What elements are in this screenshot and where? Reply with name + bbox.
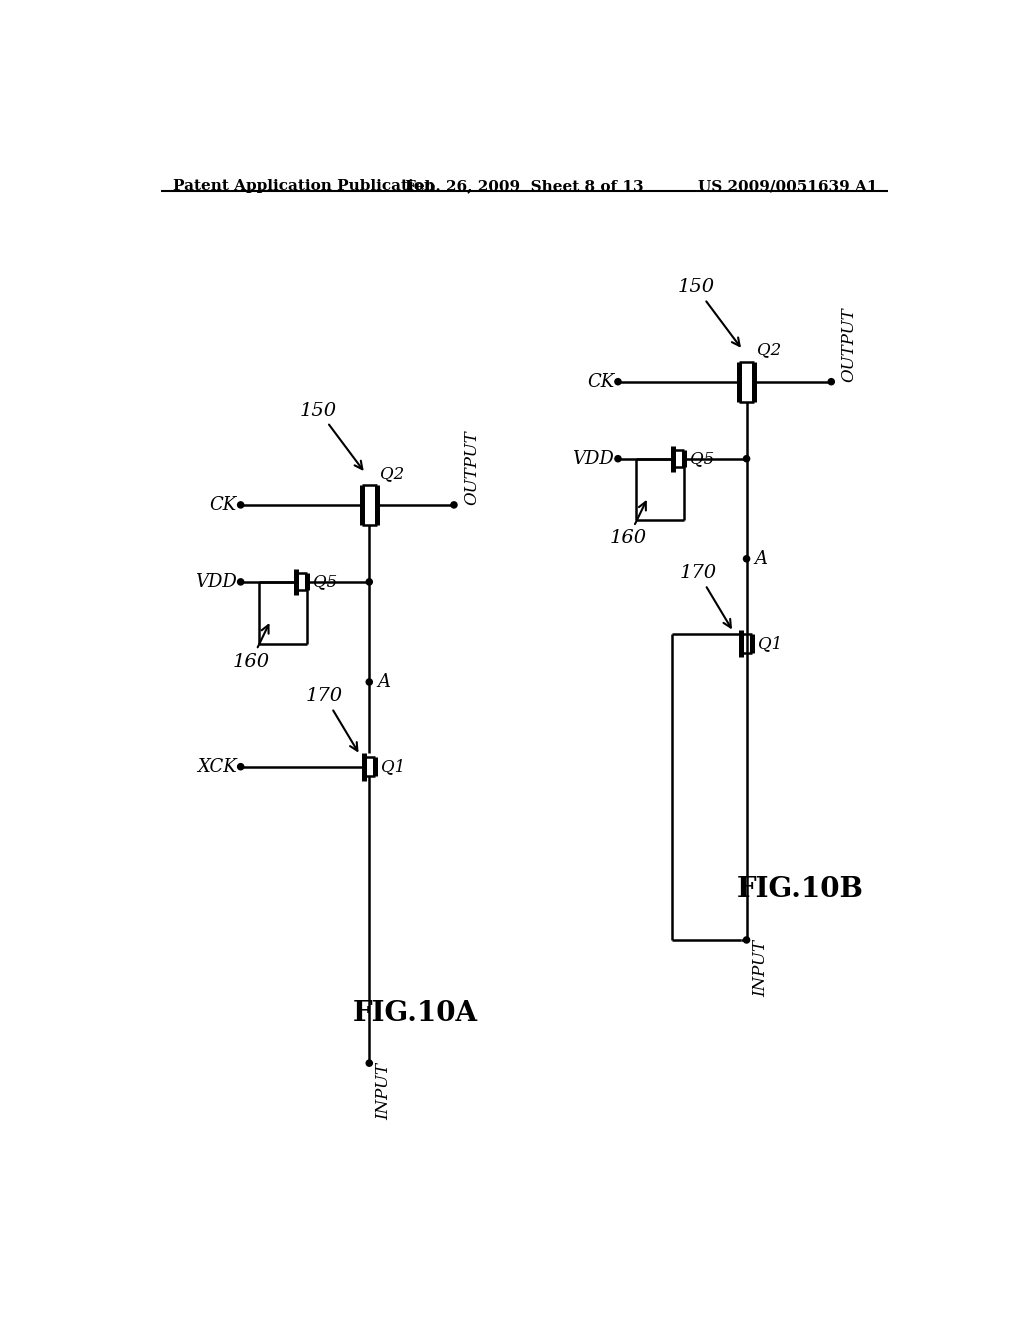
Text: INPUT: INPUT bbox=[753, 940, 770, 997]
Circle shape bbox=[828, 379, 835, 385]
Text: Q5: Q5 bbox=[690, 450, 715, 467]
Circle shape bbox=[743, 455, 750, 462]
Circle shape bbox=[367, 578, 373, 585]
Text: Q1: Q1 bbox=[758, 635, 782, 652]
Text: Patent Application Publication: Patent Application Publication bbox=[173, 180, 435, 193]
Text: Q1: Q1 bbox=[381, 758, 406, 775]
Circle shape bbox=[367, 1060, 373, 1067]
Circle shape bbox=[614, 455, 621, 462]
Text: OUTPUT: OUTPUT bbox=[841, 308, 857, 381]
Text: Q2: Q2 bbox=[758, 342, 781, 359]
Text: CK: CK bbox=[210, 496, 237, 513]
Text: CK: CK bbox=[587, 372, 614, 391]
Text: Feb. 26, 2009  Sheet 8 of 13: Feb. 26, 2009 Sheet 8 of 13 bbox=[406, 180, 644, 193]
Text: OUTPUT: OUTPUT bbox=[463, 430, 480, 506]
Text: 170: 170 bbox=[306, 688, 357, 751]
Text: 160: 160 bbox=[609, 502, 646, 548]
Text: VDD: VDD bbox=[195, 573, 237, 591]
Text: 150: 150 bbox=[677, 279, 739, 346]
Text: 170: 170 bbox=[680, 564, 731, 627]
Text: FIG.10A: FIG.10A bbox=[353, 999, 478, 1027]
Circle shape bbox=[238, 502, 244, 508]
Text: VDD: VDD bbox=[572, 450, 614, 467]
Text: Q2: Q2 bbox=[380, 465, 404, 482]
Text: XCK: XCK bbox=[197, 758, 237, 776]
Text: US 2009/0051639 A1: US 2009/0051639 A1 bbox=[698, 180, 878, 193]
Circle shape bbox=[367, 678, 373, 685]
Circle shape bbox=[451, 502, 457, 508]
Circle shape bbox=[238, 578, 244, 585]
Text: A: A bbox=[755, 550, 767, 568]
Circle shape bbox=[743, 937, 750, 942]
Text: 160: 160 bbox=[232, 624, 269, 671]
Text: Q5: Q5 bbox=[313, 573, 337, 590]
Text: 150: 150 bbox=[300, 401, 362, 469]
Text: A: A bbox=[377, 673, 390, 690]
Circle shape bbox=[614, 379, 621, 385]
Text: INPUT: INPUT bbox=[376, 1063, 392, 1121]
Circle shape bbox=[238, 763, 244, 770]
Text: FIG.10B: FIG.10B bbox=[737, 876, 864, 903]
Circle shape bbox=[743, 556, 750, 562]
